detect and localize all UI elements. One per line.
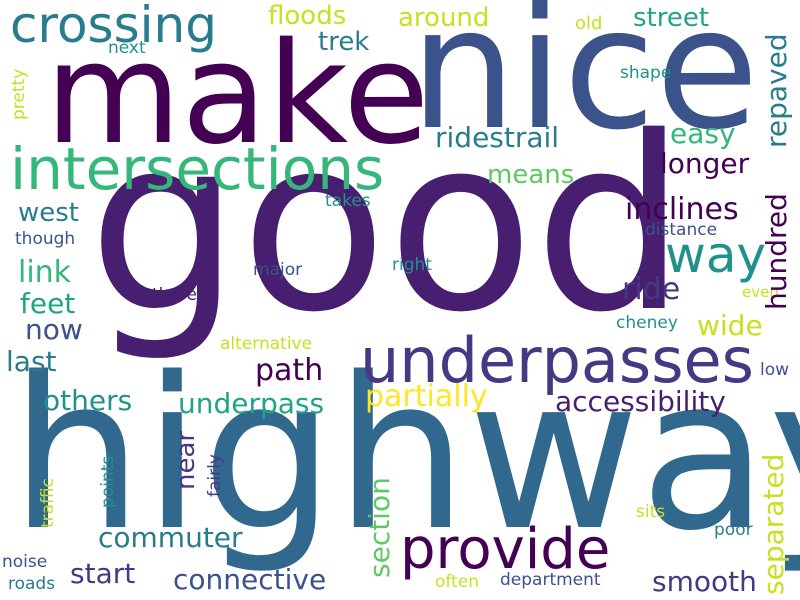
word-alternative: alternative — [220, 334, 313, 354]
word-start: start — [70, 557, 136, 590]
word-hundred: hundred — [760, 193, 793, 310]
word-feet: feet — [20, 287, 76, 320]
word-noise: noise — [2, 552, 48, 572]
word-means: means — [487, 160, 575, 190]
word-ridestrail: ridestrail — [435, 121, 560, 154]
word-points: points — [98, 455, 118, 508]
word-near: near — [171, 430, 201, 490]
word-smooth: smooth — [652, 565, 757, 598]
word-easy: easy — [670, 117, 736, 150]
word-partially: partially — [365, 379, 488, 414]
word-though: though — [15, 229, 76, 249]
word-last: last — [6, 345, 57, 378]
word-nice: nice — [410, 0, 759, 167]
word-distance: distance — [645, 220, 718, 240]
word-others: others — [43, 384, 133, 417]
word-highway: highway — [10, 332, 800, 577]
word-around: around — [398, 3, 490, 33]
word-old: old — [575, 13, 603, 34]
word-next: next — [108, 38, 146, 58]
word-pretty: pretty — [9, 68, 29, 120]
word-roads: roads — [8, 574, 56, 594]
word-takes: takes — [325, 191, 371, 211]
word-fairly: fairly — [205, 454, 225, 497]
word-low: low — [760, 360, 790, 380]
word-underpasses: underpasses — [360, 324, 754, 397]
word-way: way — [665, 226, 767, 284]
word-section: section — [363, 477, 396, 578]
word-provide: provide — [400, 517, 611, 582]
word-intersections: intersections — [10, 135, 385, 203]
word-wide: wide — [697, 309, 763, 342]
word-inclines: inclines — [625, 192, 739, 227]
word-underpass: underpass — [178, 387, 325, 420]
word-poor: poor — [714, 520, 753, 540]
word-major: major — [253, 260, 303, 280]
word-link: link — [18, 255, 72, 290]
word-separated: separated — [757, 453, 790, 595]
word-west: west — [18, 198, 80, 228]
word-ride: ride — [622, 272, 681, 307]
word-right: right — [392, 255, 432, 275]
word-now: now — [25, 313, 83, 346]
word-floods: floods — [268, 1, 347, 31]
word-longer: longer — [660, 147, 750, 180]
word-street: street — [633, 3, 710, 33]
word-commuter: commuter — [98, 521, 243, 554]
word-shape: shape — [620, 63, 672, 83]
word-accessibility: accessibility — [555, 385, 726, 418]
word-sits: sits — [636, 502, 666, 522]
word-crossing: crossing — [10, 0, 217, 54]
word-repaved: repaved — [760, 33, 793, 148]
word-theres: theres — [152, 285, 206, 305]
word-trek: trek — [318, 27, 370, 57]
word-good: good — [88, 85, 687, 365]
word-traffic: traffic — [38, 478, 58, 528]
word-often: often — [435, 572, 479, 592]
word-department: department — [500, 570, 601, 590]
word-make: make — [45, 13, 430, 176]
word-even: even — [742, 283, 779, 301]
word-path: path — [255, 353, 324, 388]
word-connective: connective — [173, 563, 327, 596]
word-cheney: cheney — [616, 313, 678, 333]
